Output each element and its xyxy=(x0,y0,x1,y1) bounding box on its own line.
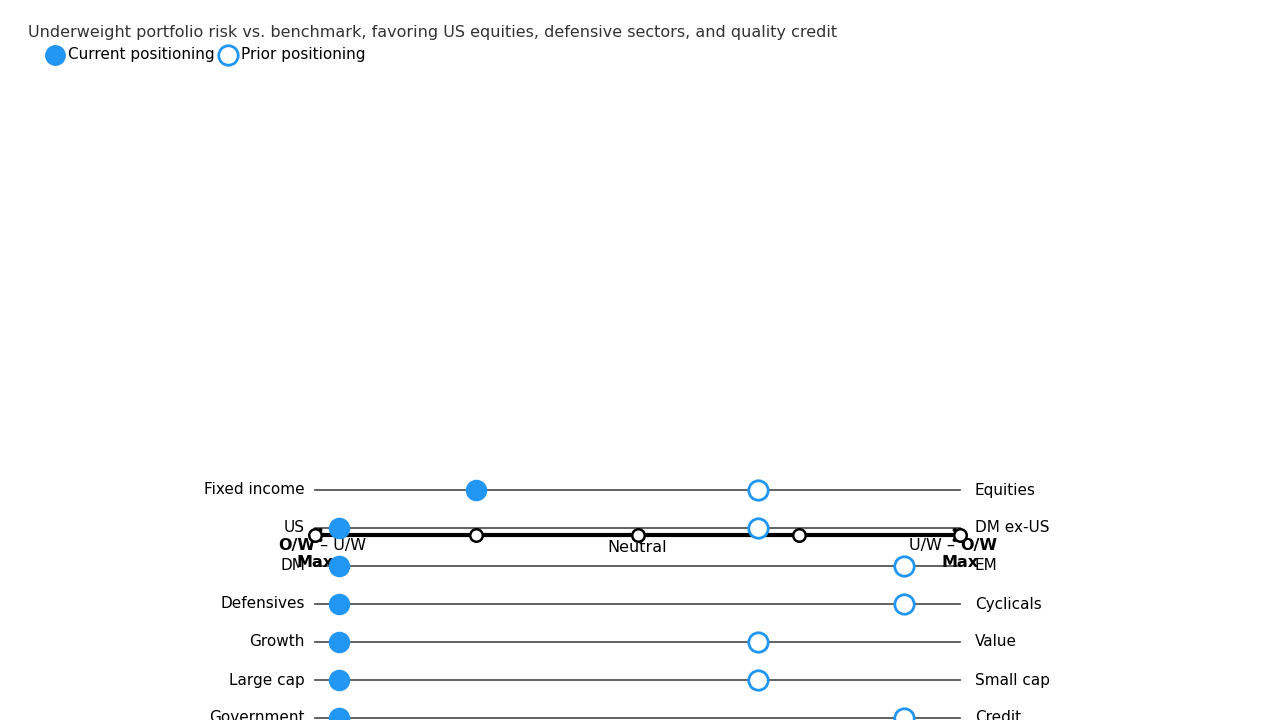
Text: Underweight portfolio risk vs. benchmark, favoring US equities, defensive sector: Underweight portfolio risk vs. benchmark… xyxy=(28,25,837,40)
Text: Current positioning: Current positioning xyxy=(68,48,215,63)
Text: Cyclicals: Cyclicals xyxy=(975,596,1042,611)
Text: Credit: Credit xyxy=(975,711,1021,720)
Text: O/W: O/W xyxy=(278,538,315,553)
Text: Fixed income: Fixed income xyxy=(205,482,305,498)
Text: EM: EM xyxy=(975,559,997,574)
Text: Growth: Growth xyxy=(250,634,305,649)
Text: DM: DM xyxy=(280,559,305,574)
Text: Prior positioning: Prior positioning xyxy=(241,48,366,63)
Text: Max: Max xyxy=(941,555,979,570)
Text: U/W –: U/W – xyxy=(909,538,960,553)
Text: Government: Government xyxy=(210,711,305,720)
Text: US: US xyxy=(284,521,305,536)
Text: Neutral: Neutral xyxy=(608,540,667,555)
Text: Equities: Equities xyxy=(975,482,1036,498)
Text: Max: Max xyxy=(297,555,334,570)
Text: Small cap: Small cap xyxy=(975,672,1050,688)
Text: O/W: O/W xyxy=(960,538,997,553)
Text: Large cap: Large cap xyxy=(229,672,305,688)
Text: – U/W: – U/W xyxy=(315,538,366,553)
Text: Defensives: Defensives xyxy=(220,596,305,611)
Text: Value: Value xyxy=(975,634,1018,649)
Text: DM ex-US: DM ex-US xyxy=(975,521,1050,536)
